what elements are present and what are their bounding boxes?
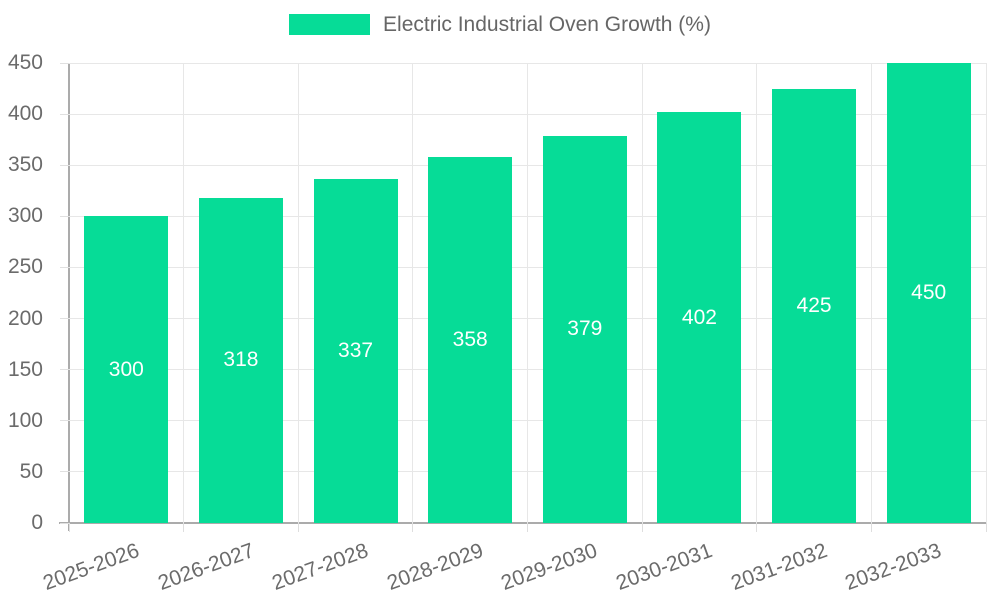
y-axis-tick-label: 100 [7,408,43,432]
y-axis-tick-label: 350 [7,153,43,177]
x-axis-tick-label: 2030-2031 [613,539,716,595]
gridline-vertical [527,63,528,523]
y-axis-tick-labels: 0 50 100 150 200 250 300 350 400 450 [0,52,60,534]
y-axis-tick [60,164,69,166]
x-axis-tick-label: 2027-2028 [269,539,372,595]
y-axis-tick [60,369,69,371]
bar-2030-2031[interactable]: 402 [657,112,742,523]
x-axis-tick [641,523,643,532]
y-axis-tick-label: 450 [7,51,43,74]
y-axis-tick [60,113,69,115]
bar-value-label: 318 [223,348,259,372]
x-axis-tick-label: 2028-2029 [383,539,487,595]
x-axis-tick-label: 2029-2030 [498,539,601,595]
gridline-vertical [985,63,987,523]
legend-item[interactable]: Electric Industrial Oven Growth (%) [0,14,1000,35]
x-axis-tick [985,523,987,532]
bar-value-label: 358 [452,328,488,352]
x-axis-tick [297,523,299,532]
x-axis-tick [412,523,414,532]
y-axis-tick [60,266,69,268]
y-axis-tick-label: 0 [31,511,43,534]
bar-2032-2033[interactable]: 450 [886,63,971,523]
gridline-vertical [412,63,414,523]
gridline-vertical [183,63,185,523]
legend-label: Electric Industrial Oven Growth (%) [383,13,711,36]
gridline-vertical [641,63,643,523]
bar-value-label: 402 [681,305,717,329]
plot-area: 300 318 337 358 379 402 425 450 [59,62,987,532]
bar-2027-2028[interactable]: 337 [313,178,398,523]
x-axis-line [59,522,986,524]
y-axis-tick [60,471,69,473]
y-axis-tick [60,318,69,320]
x-axis-tick-label: 2025-2026 [39,539,143,595]
x-axis-tick [68,523,70,532]
bar-value-label: 450 [911,281,947,304]
bar-value-label: 425 [796,293,832,317]
y-axis-tick-label: 50 [19,459,43,483]
bar-2026-2027[interactable]: 318 [198,197,283,523]
x-axis-tick [870,523,872,532]
x-axis-tick-labels: 2025-2026 2026-2027 2027-2028 2028-2029 2029… [40,523,986,600]
bar-2025-2026[interactable]: 300 [84,216,169,523]
y-axis-tick-label: 250 [7,255,43,279]
bar-value-label: 337 [338,338,374,362]
bar-value-label: 300 [108,357,144,381]
gridline-vertical [756,63,758,523]
y-axis-tick [60,420,69,422]
y-axis-tick-label: 150 [7,357,43,381]
gridline-vertical [297,63,299,523]
y-axis-line [68,63,70,531]
legend-swatch-icon [289,14,371,35]
x-axis-tick [756,523,758,532]
gridline-vertical [870,63,872,523]
y-axis-tick-label: 200 [7,306,43,330]
y-axis-tick [60,62,69,64]
x-axis-tick-label: 2031-2032 [727,539,830,595]
x-axis-tick [527,523,528,532]
bar-2028-2029[interactable]: 358 [428,157,513,523]
y-axis-tick [60,215,69,217]
bar-2029-2030[interactable]: 379 [542,135,627,523]
bar-2031-2032[interactable]: 425 [772,88,857,523]
y-axis-tick-label: 300 [7,204,43,228]
y-axis-tick [60,522,69,524]
x-axis-tick [183,523,185,532]
bar-value-label: 379 [567,317,603,341]
x-axis-tick-label: 2026-2027 [154,539,257,595]
y-axis-tick-label: 400 [7,102,43,126]
x-axis-tick-label: 2032-2033 [842,539,945,595]
